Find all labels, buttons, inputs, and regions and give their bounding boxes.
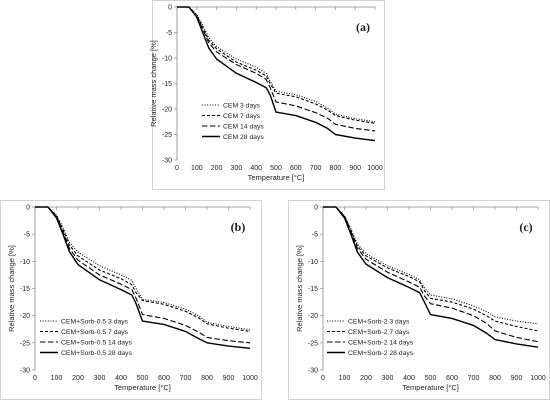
y-tick-label: 0 <box>26 205 30 212</box>
x-tick-label: 700 <box>180 375 192 382</box>
x-tick-label: 0 <box>175 165 179 172</box>
series-line-4 <box>177 6 376 142</box>
x-tick-label: 700 <box>310 165 322 172</box>
x-tick-label: 0 <box>321 375 325 382</box>
x-axis-label: Temperature [°C] <box>402 383 459 392</box>
legend-label: CEM+Sorb-2 3 days <box>348 318 410 325</box>
x-tick-label: 100 <box>51 375 63 382</box>
x-tick-label: 400 <box>115 375 127 382</box>
x-tick-label: 800 <box>330 165 342 172</box>
legend: CEM+Sorb-2 3 days CEM+Sorb-2 7 days CEM+So… <box>327 318 414 357</box>
y-tick-label: -20 <box>162 107 172 114</box>
legend-label: CEM+Sorb-2 7 days <box>348 329 410 336</box>
legend-label: CEM+Sorb-0.5 3 days <box>61 318 129 325</box>
x-tick-label: 500 <box>425 375 437 382</box>
y-tick-label: 0 <box>314 205 318 212</box>
y-axis-label: Relative mass change [%] <box>7 245 16 332</box>
x-axis-label: Temperature [°C] <box>114 383 171 392</box>
y-tick-label: -25 <box>308 340 318 347</box>
x-tick-label: 800 <box>201 375 213 382</box>
x-tick-label: 1000 <box>530 375 546 382</box>
x-tick-label: 200 <box>211 165 223 172</box>
panel-label: (b) <box>231 220 246 234</box>
legend-label: CEM+Sorb-2 28 days <box>348 350 414 357</box>
y-tick-label: -30 <box>162 158 172 165</box>
y-tick-label: -10 <box>308 259 318 266</box>
x-tick-label: 600 <box>290 165 302 172</box>
x-tick-label: 900 <box>223 375 235 382</box>
chart-panel-3: 0-5-10-15-20-25-300 100 200 300 400 500 600 700… <box>288 200 550 400</box>
series-line-1 <box>177 6 376 123</box>
panel-label: (a) <box>356 20 370 34</box>
legend-label: CEM 7 days <box>223 113 261 120</box>
legend-label: CEM 14 days <box>223 123 264 130</box>
y-tick-label: -20 <box>20 313 30 320</box>
y-tick-label: -5 <box>24 232 30 239</box>
x-tick-label: 1000 <box>242 375 258 382</box>
x-tick-label: 100 <box>191 165 203 172</box>
y-tick-label: -15 <box>20 286 30 293</box>
x-tick-label: 400 <box>403 375 415 382</box>
series-line-4 <box>323 206 539 348</box>
legend-label: CEM 28 days <box>223 134 264 141</box>
x-tick-label: 300 <box>382 375 394 382</box>
x-tick-label: 400 <box>250 165 262 172</box>
x-axis-label: Temperature [°C] <box>248 173 305 182</box>
legend-label: CEM+Sorb-2 14 days <box>348 339 414 346</box>
y-tick-label: -15 <box>308 286 318 293</box>
y-axis-label: Relative mass change [%] <box>295 245 304 332</box>
y-tick-label: -20 <box>308 313 318 320</box>
x-tick-label: 300 <box>231 165 243 172</box>
legend-label: CEM 3 days <box>223 102 261 109</box>
panel-frame <box>288 200 550 400</box>
chart-panel-2: 0-5-10-15-20-25-300 100 200 300 400 500 600 700… <box>0 200 262 400</box>
series-line-1 <box>35 206 251 331</box>
legend: CEM 3 days CEM 7 days CEM 14 days CEM 28 da… <box>202 102 264 141</box>
legend-label: CEM+Sorb-0.5 14 days <box>61 339 132 346</box>
x-tick-label: 200 <box>360 375 372 382</box>
y-tick-label: -30 <box>308 368 318 375</box>
x-tick-label: 900 <box>349 165 361 172</box>
chart-panel-1: 0-5-10-15-20-25-300 100 200 300 400 500 600 700… <box>149 0 385 190</box>
x-tick-label: 200 <box>72 375 84 382</box>
x-tick-label: 500 <box>137 375 149 382</box>
x-tick-label: 100 <box>339 375 351 382</box>
y-tick-label: -5 <box>312 232 318 239</box>
series-line-2 <box>35 206 251 332</box>
y-tick-label: -10 <box>162 56 172 63</box>
y-axis-label: Relative mass change [%] <box>149 40 158 127</box>
x-tick-label: 500 <box>270 165 282 172</box>
legend-label: CEM+Sorb-0.5 7 days <box>61 329 129 336</box>
panel-frame <box>152 0 385 190</box>
x-tick-label: 800 <box>489 375 501 382</box>
x-tick-label: 300 <box>94 375 106 382</box>
panel-label: (c) <box>519 220 532 234</box>
y-tick-label: -15 <box>162 81 172 88</box>
y-tick-label: -30 <box>20 368 30 375</box>
x-tick-label: 600 <box>158 375 170 382</box>
panel-frame <box>0 200 262 400</box>
series-line-1 <box>323 206 539 325</box>
x-tick-label: 600 <box>446 375 458 382</box>
x-tick-label: 1000 <box>367 165 383 172</box>
series-line-2 <box>177 6 376 124</box>
series-line-2 <box>323 206 539 332</box>
y-tick-label: -25 <box>162 132 172 139</box>
y-tick-label: -25 <box>20 340 30 347</box>
legend-label: CEM+Sorb-0.5 28 days <box>61 350 132 357</box>
y-tick-label: 0 <box>168 5 172 12</box>
x-tick-label: 700 <box>468 375 480 382</box>
series-line-3 <box>177 6 376 132</box>
x-tick-label: 0 <box>33 375 37 382</box>
series-line-4 <box>35 206 251 349</box>
y-tick-label: -10 <box>20 259 30 266</box>
y-tick-label: -5 <box>166 30 172 37</box>
x-tick-label: 900 <box>511 375 523 382</box>
legend: CEM+Sorb-0.5 3 days CEM+Sorb-0.5 7 days CE… <box>40 318 132 357</box>
